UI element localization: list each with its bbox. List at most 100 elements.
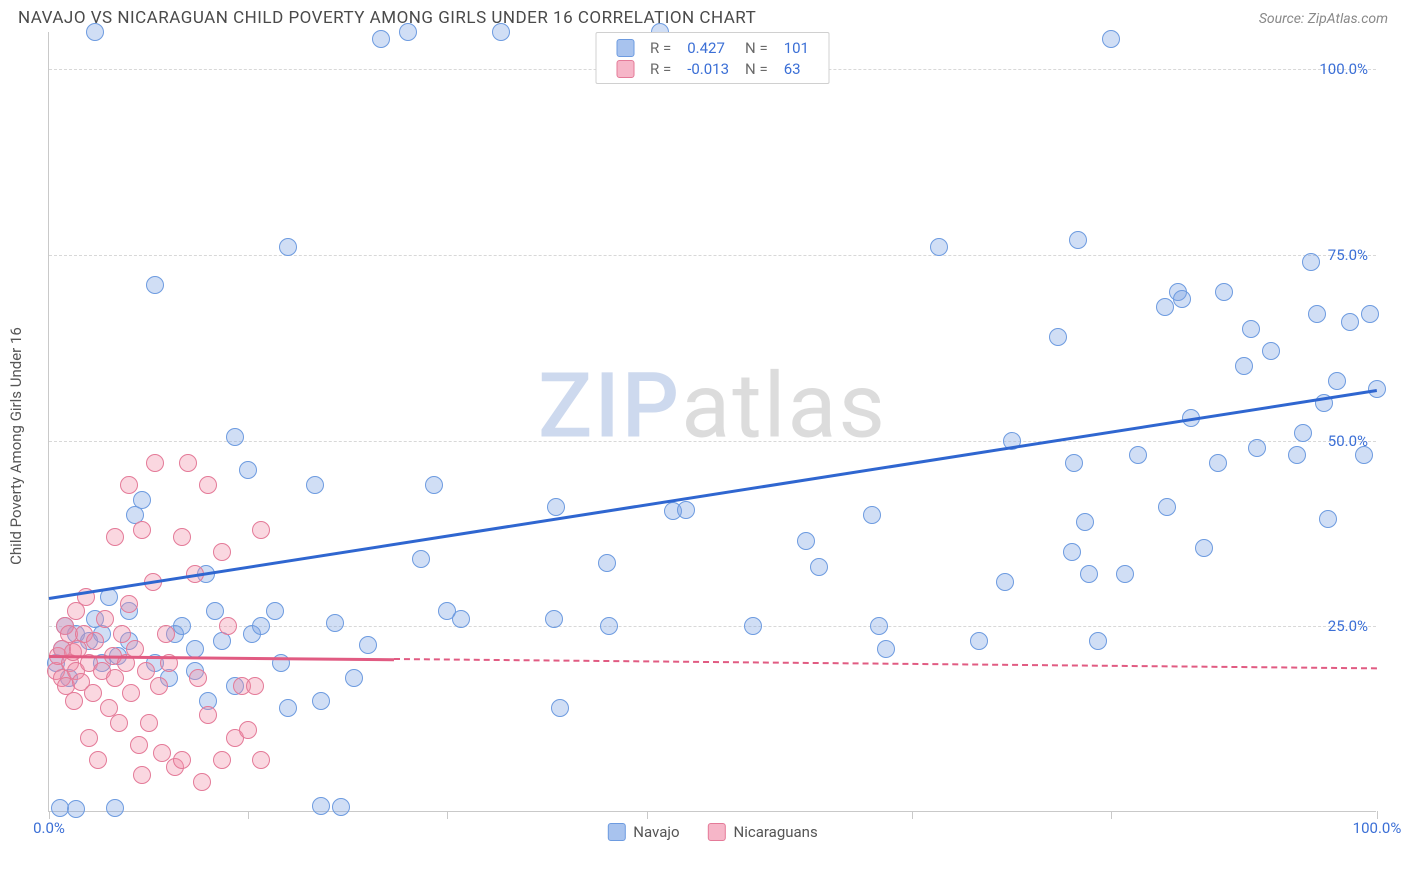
legend-row-navajo: R =0.427N =101 (608, 37, 817, 58)
data-point-nicaraguans (213, 751, 231, 769)
data-point-navajo (1063, 543, 1081, 561)
data-point-nicaraguans (80, 729, 98, 747)
data-point-navajo (1069, 231, 1087, 249)
data-point-navajo (677, 501, 695, 519)
data-point-navajo (1173, 290, 1191, 308)
data-point-navajo (67, 800, 85, 818)
bottom-legend-label-nicaraguans: Nicaraguans (734, 823, 818, 841)
data-point-navajo (547, 498, 565, 516)
bottom-legend-swatch-nicaraguans (708, 823, 726, 841)
x-tick-label: 0.0% (33, 819, 65, 837)
data-point-navajo (810, 558, 828, 576)
data-point-navajo (1242, 320, 1260, 338)
data-point-navajo (1328, 372, 1346, 390)
data-point-nicaraguans (137, 662, 155, 680)
data-point-nicaraguans (133, 766, 151, 784)
data-point-navajo (1156, 298, 1174, 316)
y-axis-label: Child Poverty Among Girls Under 16 (7, 327, 25, 565)
data-point-navajo (598, 554, 616, 572)
data-point-navajo (1195, 539, 1213, 557)
data-point-navajo (206, 602, 224, 620)
data-point-nicaraguans (246, 677, 264, 695)
data-point-nicaraguans (189, 669, 207, 687)
gridline (49, 255, 1376, 256)
x-tick (447, 811, 448, 819)
bottom-legend-label-navajo: Navajo (633, 823, 679, 841)
legend-r-label: R = (642, 37, 679, 58)
data-point-navajo (863, 506, 881, 524)
x-tick (1377, 811, 1378, 819)
data-point-navajo (545, 610, 563, 628)
data-point-navajo (1294, 424, 1312, 442)
data-point-navajo (226, 428, 244, 446)
source-prefix: Source: (1259, 11, 1308, 27)
data-point-nicaraguans (130, 736, 148, 754)
data-point-navajo (1129, 446, 1147, 464)
data-point-nicaraguans (140, 714, 158, 732)
data-point-nicaraguans (219, 617, 237, 635)
data-point-navajo (1089, 632, 1107, 650)
data-point-nicaraguans (173, 751, 191, 769)
chart-title: NAVAJO VS NICARAGUAN CHILD POVERTY AMONG… (18, 8, 756, 28)
legend-n-label: N = (737, 58, 776, 79)
scatter-plot: ZIPatlas R =0.427N =101R =-0.013N =63 Na… (48, 32, 1376, 812)
data-point-navajo (1361, 305, 1379, 323)
data-point-navajo (1102, 30, 1120, 48)
data-point-navajo (1209, 454, 1227, 472)
data-point-navajo (1302, 253, 1320, 271)
data-point-nicaraguans (106, 669, 124, 687)
data-point-navajo (146, 276, 164, 294)
legend-r-value-navajo: 0.427 (679, 37, 737, 58)
data-point-navajo (870, 617, 888, 635)
source-credit: Source: ZipAtlas.com (1259, 11, 1388, 27)
x-tick (912, 811, 913, 819)
data-point-nicaraguans (106, 528, 124, 546)
legend-n-value-nicaraguans: 63 (776, 58, 817, 79)
data-point-navajo (359, 636, 377, 654)
data-point-nicaraguans (173, 528, 191, 546)
data-point-navajo (345, 669, 363, 687)
trend-line-navajo (49, 389, 1377, 600)
bottom-legend-swatch-navajo (607, 823, 625, 841)
data-point-nicaraguans (89, 751, 107, 769)
legend-r-value-nicaraguans: -0.013 (679, 58, 737, 79)
data-point-navajo (600, 617, 618, 635)
bottom-legend-item-navajo: Navajo (607, 823, 679, 841)
data-point-navajo (106, 799, 124, 817)
data-point-nicaraguans (96, 610, 114, 628)
watermark-zip: ZIP (538, 353, 681, 458)
data-point-navajo (452, 610, 470, 628)
data-point-navajo (86, 23, 104, 41)
data-point-nicaraguans (133, 521, 151, 539)
data-point-navajo (1341, 313, 1359, 331)
data-point-navajo (239, 461, 257, 479)
data-point-navajo (399, 23, 417, 41)
data-point-navajo (930, 238, 948, 256)
data-point-navajo (744, 617, 762, 635)
y-tick-label: 100.0% (1319, 60, 1368, 78)
data-point-navajo (279, 238, 297, 256)
x-tick (248, 811, 249, 819)
x-tick (1111, 811, 1112, 819)
data-point-navajo (266, 602, 284, 620)
x-tick-label: 100.0% (1353, 819, 1402, 837)
data-point-nicaraguans (113, 625, 131, 643)
data-point-navajo (1158, 498, 1176, 516)
legend-r-label: R = (642, 58, 679, 79)
data-point-nicaraguans (67, 602, 85, 620)
legend-swatch-nicaraguans (616, 60, 634, 78)
data-point-nicaraguans (120, 476, 138, 494)
data-point-navajo (1319, 510, 1337, 528)
data-point-nicaraguans (122, 684, 140, 702)
data-point-nicaraguans (84, 684, 102, 702)
data-point-navajo (1049, 328, 1067, 346)
data-point-navajo (372, 30, 390, 48)
series-legend: Navajo Nicaraguans (607, 823, 817, 841)
data-point-nicaraguans (86, 632, 104, 650)
data-point-navajo (306, 476, 324, 494)
legend-row-nicaraguans: R =-0.013N =63 (608, 58, 817, 79)
data-point-nicaraguans (65, 692, 83, 710)
x-tick (647, 811, 648, 819)
data-point-navajo (1262, 342, 1280, 360)
data-point-navajo (252, 617, 270, 635)
